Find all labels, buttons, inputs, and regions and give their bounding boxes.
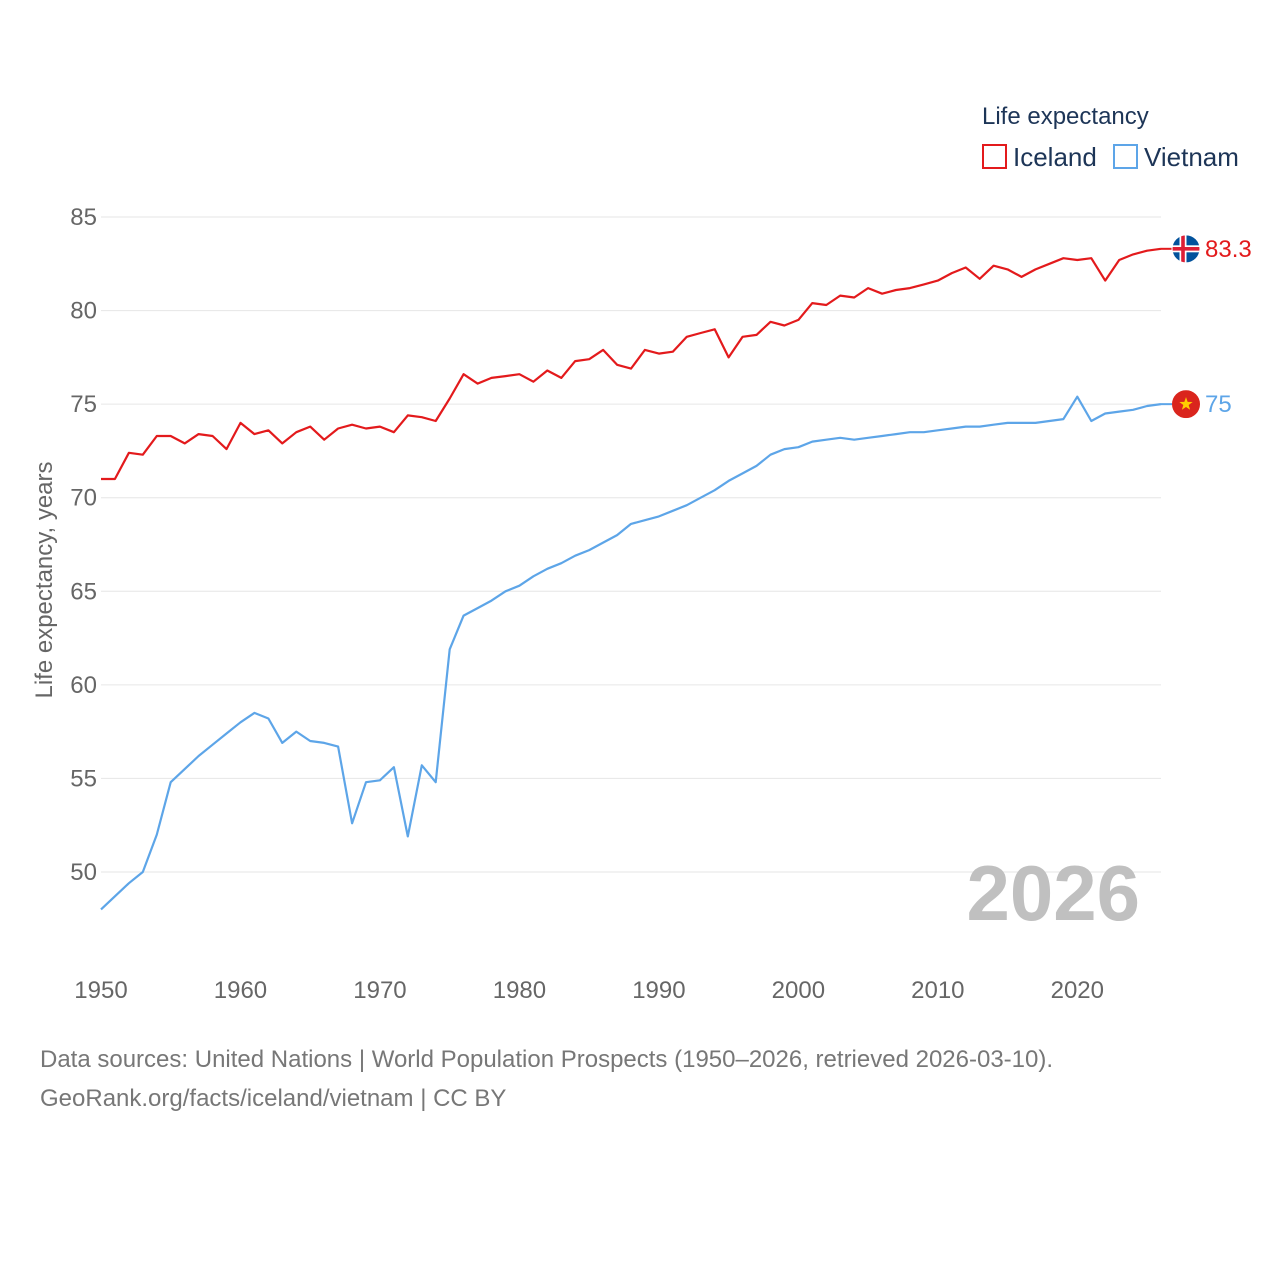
x-tick-label: 1970 bbox=[353, 977, 406, 1004]
x-tick-label: 2010 bbox=[911, 977, 964, 1004]
y-axis-ticks: 50 55 60 65 70 75 80 85 bbox=[70, 204, 97, 886]
y-tick-label: 55 bbox=[70, 765, 97, 792]
y-tick-label: 65 bbox=[70, 578, 97, 605]
y-tick-label: 80 bbox=[70, 298, 97, 325]
legend-title: Life expectancy bbox=[982, 103, 1149, 130]
gridlines bbox=[101, 216, 1161, 873]
x-tick-label: 1950 bbox=[74, 977, 127, 1004]
iceland-flag-icon bbox=[1171, 234, 1201, 264]
x-tick-label: 1980 bbox=[493, 977, 546, 1004]
legend-item-vietnam[interactable]: Vietnam bbox=[1113, 142, 1239, 172]
y-tick-label: 50 bbox=[70, 859, 97, 886]
series-line-vietnam[interactable] bbox=[100, 395, 1162, 911]
iceland-end-value-label: 83.3 bbox=[1205, 236, 1252, 263]
x-tick-label: 2020 bbox=[1051, 977, 1104, 1004]
x-axis-ticks: 1950 1960 1970 1980 1990 2000 2010 2020 bbox=[74, 977, 1104, 1004]
legend-label-iceland[interactable]: Iceland bbox=[1013, 142, 1097, 172]
y-tick-label: 85 bbox=[70, 204, 97, 231]
y-tick-label: 60 bbox=[70, 672, 97, 699]
series-lines bbox=[100, 247, 1172, 911]
vietnam-flag-icon bbox=[1172, 390, 1200, 419]
series-line-iceland[interactable] bbox=[101, 247, 1162, 481]
legend-swatch-iceland[interactable] bbox=[982, 144, 1007, 169]
data-sources-note: Data sources: United Nations | World Pop… bbox=[40, 1046, 1054, 1073]
y-tick-label: 70 bbox=[70, 485, 97, 512]
x-tick-label: 2000 bbox=[772, 977, 825, 1004]
legend-swatch-vietnam[interactable] bbox=[1113, 144, 1138, 169]
legend-label-vietnam[interactable]: Vietnam bbox=[1144, 142, 1239, 172]
x-tick-label: 1960 bbox=[214, 977, 267, 1004]
y-axis-label: Life expectancy, years bbox=[31, 461, 58, 698]
credit-link[interactable]: GeoRank.org/facts/iceland/vietnam | CC B… bbox=[40, 1085, 507, 1112]
legend: Life expectancy Iceland Vietnam bbox=[982, 103, 1239, 172]
legend-item-iceland[interactable]: Iceland bbox=[982, 142, 1097, 172]
y-tick-label: 75 bbox=[70, 391, 97, 418]
x-tick-label: 1990 bbox=[632, 977, 685, 1004]
current-year-watermark: 2026 bbox=[966, 849, 1140, 937]
vietnam-end-value-label: 75 bbox=[1205, 391, 1232, 418]
